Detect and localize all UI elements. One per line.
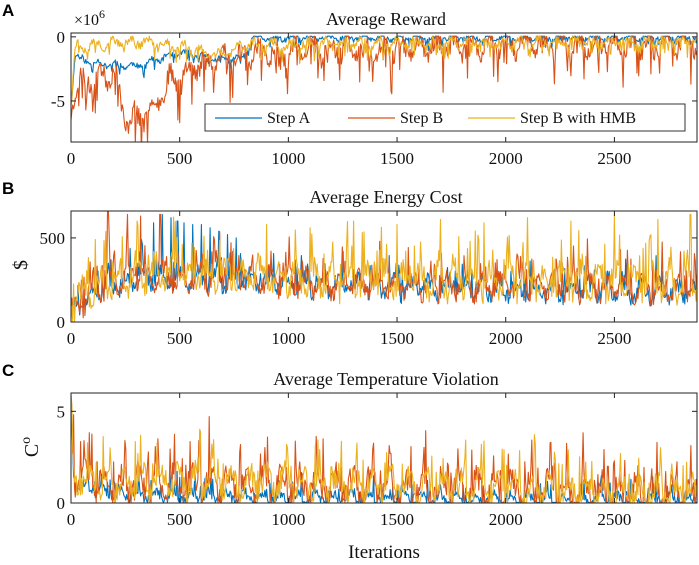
series-group [71,35,697,142]
y-tick-label: 0 [57,28,66,47]
panel-average-temperature-violation: C Average Temperature Violation Co 0 500 1… [2,361,698,529]
x-tick-label: 500 [167,149,193,168]
x-tick-label: 2000 [489,510,523,529]
series-line-step-b-with-hmb [71,213,697,322]
y-tick-label: 5 [57,402,66,421]
y-axis-label-energy: $ [10,260,32,270]
series-group [71,211,697,322]
x-tick-label: 2500 [597,149,631,168]
legend: Step A Step B Step B with HMB [204,103,686,132]
y-axis-label-temperature: Co [19,437,43,457]
axes-box [70,210,698,323]
x-tick-label: 2000 [489,329,523,348]
x-tick-label: 0 [67,510,76,529]
panel-average-energy-cost: B Average Energy Cost $ 0 500 1000 1500 2000… [2,179,698,348]
legend-label-step-a: Step A [267,110,311,127]
x-tick-label: 1000 [271,510,305,529]
chart-title-temperature: Average Temperature Violation [273,369,499,389]
x-tick-label: 0 [67,329,76,348]
series-group [71,394,697,503]
y-tick-label: 500 [40,229,66,248]
series-line-step-b [71,35,697,142]
chart-title-energy: Average Energy Cost [309,187,462,207]
y-tick-label: 0 [57,313,66,332]
panel-label-b: B [2,179,14,198]
x-tick-label: 500 [167,329,193,348]
plot-area-b: 0 500 1000 1500 2000 2500 0 500 [40,210,698,348]
x-tick-label: 1500 [380,510,414,529]
axes-box [70,392,698,504]
series-line-step-b-with-hmb [71,35,697,106]
x-tick-label: 1000 [271,149,305,168]
x-tick-label: 1000 [271,329,305,348]
panel-average-reward: A Average Reward ×106 0 500 1000 1500 2000 25… [2,1,698,168]
x-tick-label: 2500 [597,510,631,529]
y-tick-label: 0 [57,494,66,513]
series-line-step-b-with-hmb [71,395,697,503]
x-tick-label: 1500 [380,329,414,348]
x-axis-label: Iterations [348,542,420,563]
x-tick-label: 500 [167,510,193,529]
panel-label-c: C [2,361,14,380]
x-tick-label: 2500 [597,329,631,348]
legend-label-step-b-hmb: Step B with HMB [520,110,636,127]
x-tick-label: 0 [67,149,76,168]
series-line-step-b [71,211,697,319]
plot-area-a: 0 500 1000 1500 2000 2500 -5 0 [51,28,698,168]
plot-area-c: 0 500 1000 1500 2000 2500 0 5 [57,392,698,529]
chart-title-reward: Average Reward [326,9,446,29]
legend-label-step-b: Step B [400,110,443,127]
panel-label-a: A [2,1,14,20]
x-tick-label: 1500 [380,149,414,168]
axes-box [70,32,698,143]
y-tick-label: -5 [51,92,65,111]
legend-box [204,103,686,132]
x-tick-label: 2000 [489,149,523,168]
series-line-step-a [71,402,697,503]
y-multiplier: ×106 [74,7,105,29]
